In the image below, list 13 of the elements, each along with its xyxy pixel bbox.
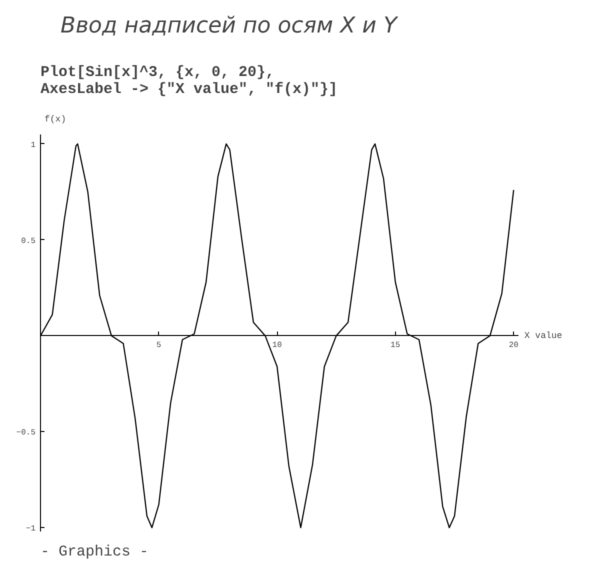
x-tick-label: 15: [390, 340, 400, 350]
y-tick-label: −0.5: [16, 428, 36, 438]
x-tick-label: 5: [156, 340, 162, 350]
y-tick-label: −1: [26, 524, 36, 534]
y-tick-label: 0.5: [21, 236, 36, 246]
x-tick-label: 20: [508, 340, 519, 350]
text: - Graphics -: [40, 544, 149, 560]
x-tick-label: 10: [272, 340, 282, 350]
y-tick-label: 1: [30, 140, 36, 150]
chart-subtitle: Plot[Sin[x]^3, {x, 0, 20}, AxesLabel -> {"X value", "f(x)"}]: [40, 64, 338, 98]
y-axis-title: f(x): [44, 114, 66, 124]
x-axis-title: X value: [524, 330, 562, 341]
chart-title: Ввод надписей по осям X и Y: [60, 14, 398, 38]
